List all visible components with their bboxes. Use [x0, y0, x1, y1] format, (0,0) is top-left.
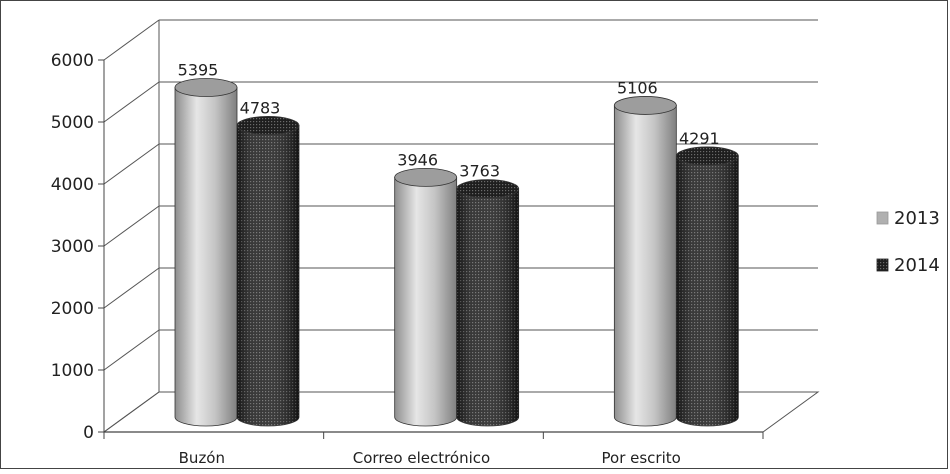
bar-2014-1 [236, 116, 300, 427]
bar-top [613, 96, 677, 115]
data-label: 5106 [617, 78, 658, 97]
bar-top [675, 146, 739, 166]
data-label: 3763 [459, 162, 500, 181]
bar-2013-3 [613, 96, 677, 427]
bar-body [174, 87, 238, 427]
bar-2014-2 [456, 179, 520, 427]
data-label: 3946 [397, 150, 438, 169]
x-tick-label: Correo electrónico [353, 449, 490, 467]
bar-2014-3 [675, 146, 739, 427]
gridline-side [103, 143, 160, 185]
bar-shade [676, 155, 739, 426]
gridline-side [103, 329, 160, 371]
bar-2013-1 [174, 78, 238, 427]
bar-top [456, 179, 520, 199]
x-tick-label: Buzón [179, 449, 225, 467]
legend-swatch-2013 [876, 211, 889, 225]
gridline-side [103, 267, 160, 309]
data-label: 4783 [240, 98, 281, 117]
y-tick-label: 5000 [51, 113, 94, 133]
axis-layer: 0 1000 2000 3000 4000 5000 6000 Buzón Correo ele… [51, 51, 764, 467]
bar-top [394, 167, 458, 187]
legend-label-2014: 2014 [894, 255, 940, 276]
gridline-side [103, 205, 160, 247]
bar-shade [237, 125, 299, 426]
bar-body [613, 105, 677, 427]
y-tick-label: 2000 [51, 299, 94, 319]
bar-shade [456, 188, 519, 426]
legend-label-2013: 2013 [894, 208, 940, 229]
legend: 2013 2014 [876, 208, 940, 276]
bar-body [394, 176, 458, 427]
gridline-side [103, 81, 160, 123]
y-tick-label: 1000 [51, 361, 94, 381]
y-tick-label: 4000 [51, 175, 94, 195]
bar-top [174, 78, 238, 97]
bar-2013-2 [394, 167, 458, 427]
x-tick-label: Por escrito [602, 449, 681, 467]
y-tick-label: 3000 [51, 237, 94, 257]
gridline-side [103, 19, 160, 61]
legend-swatch-2014 [876, 258, 889, 272]
y-tick-label: 6000 [51, 51, 94, 71]
data-label: 5395 [178, 61, 219, 80]
label-layer: 5395 4783 3946 3763 5106 4291 [178, 61, 720, 181]
y-tick-label: 0 [83, 423, 94, 443]
bar-layer [174, 78, 739, 427]
data-label: 4291 [679, 129, 720, 148]
bar-top [236, 116, 300, 135]
